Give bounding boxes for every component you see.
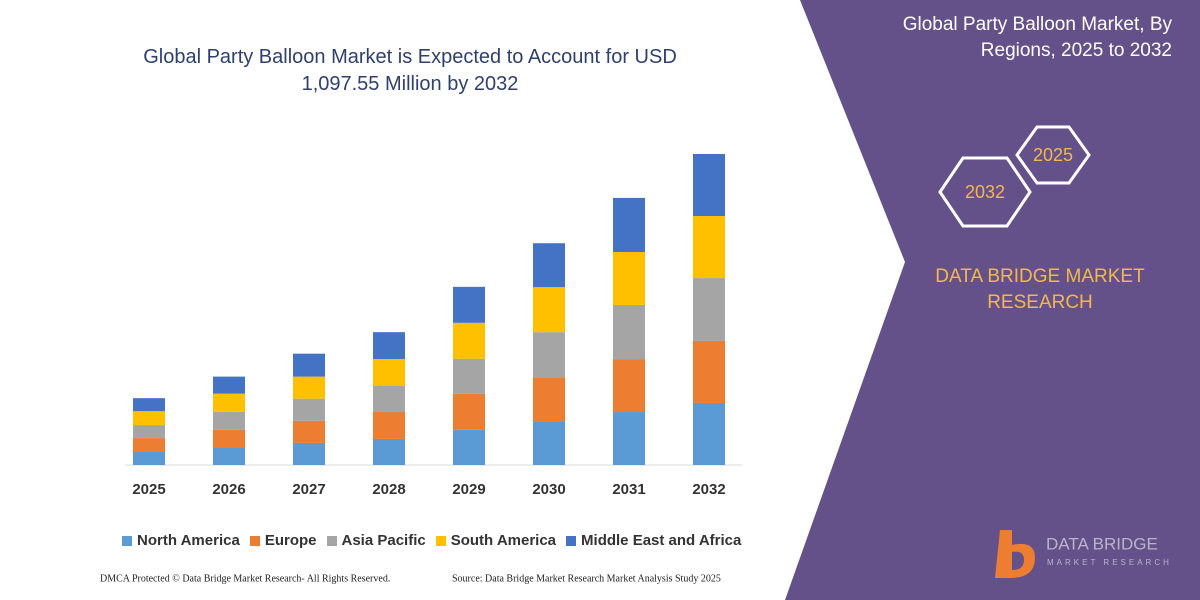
legend-swatch: [435, 535, 446, 546]
legend-label: Europe: [264, 532, 317, 549]
bar-segment: [293, 353, 325, 377]
legend-label: Asia Pacific: [341, 532, 426, 549]
bar-segment: [693, 154, 725, 217]
x-tick-label: 2031: [612, 481, 645, 498]
bar-segment: [693, 402, 725, 465]
bar-segment: [133, 425, 165, 439]
bar-segment: [693, 340, 725, 403]
bar-segment: [133, 438, 165, 452]
logo-mark: [1012, 551, 1024, 570]
bar-segment: [213, 411, 245, 430]
x-tick-label: 2026: [212, 481, 245, 498]
x-tick-label: 2032: [692, 481, 725, 498]
bar-segment: [373, 438, 405, 465]
hex-label: 2032: [965, 182, 1005, 202]
hex-label: 2025: [1033, 145, 1073, 165]
bar-segment: [533, 243, 565, 288]
legend-item: South America: [435, 532, 557, 549]
bar-segment: [453, 429, 485, 465]
legend-label: North America: [137, 532, 240, 549]
x-tick-label: 2027: [292, 481, 325, 498]
legend-item: Europe: [249, 532, 317, 549]
bar-segment: [693, 216, 725, 279]
bar-segment: [133, 398, 165, 412]
bar-segment: [533, 287, 565, 333]
bar-segment: [453, 286, 485, 323]
footer-left: DMCA Protected © Data Bridge Market Rese…: [100, 573, 390, 584]
legend-label: Middle East and Africa: [581, 532, 742, 549]
hexagon: [1015, 125, 1091, 185]
bar-segment: [213, 448, 245, 465]
bar-segment: [133, 451, 165, 465]
bar-segment: [293, 376, 325, 399]
bar-segment: [613, 197, 645, 253]
bar-segment: [213, 429, 245, 449]
x-tick-label: 2030: [532, 481, 565, 498]
bar-segment: [293, 420, 325, 443]
bar-segment: [533, 332, 565, 378]
legend: North America Europe Asia Pacific South Ame…: [122, 532, 741, 549]
bar-segment: [693, 278, 725, 341]
bar-segment: [453, 322, 485, 359]
bar-segment: [293, 398, 325, 421]
legend-item: North America: [122, 532, 240, 549]
legend-swatch: [326, 535, 337, 546]
bar-segment: [613, 252, 645, 305]
bar-segment: [373, 359, 405, 386]
x-tick-label: 2028: [372, 481, 405, 498]
legend-label: South America: [450, 532, 557, 549]
bar-segment: [213, 393, 245, 412]
bar-segment: [293, 442, 325, 465]
hexagon: [938, 156, 1032, 228]
bar-segment: [373, 412, 405, 439]
bar-segment: [613, 412, 645, 465]
bar-segment: [453, 393, 485, 430]
legend-item: Asia Pacific: [326, 532, 426, 549]
legend-swatch: [566, 535, 577, 546]
footer-right: Source: Data Bridge Market Research Mark…: [452, 573, 721, 584]
panel-title: Global Party Balloon Market, By Regions,…: [902, 14, 1172, 61]
logo-name: DATA BRIDGE: [1046, 534, 1158, 553]
legend-swatch: [249, 535, 260, 546]
bar-segment: [373, 385, 405, 413]
bar-segment: [613, 359, 645, 413]
bar-segment: [133, 411, 165, 426]
x-tick-label: 2025: [132, 481, 165, 498]
legend-swatch: [122, 535, 132, 546]
x-tick-label: 2029: [452, 481, 485, 498]
legend-item: Middle East and Africa: [566, 532, 741, 549]
logo-sub: MARKET RESEARCH: [1047, 558, 1172, 567]
bar-segment: [613, 304, 645, 360]
bar-segment: [453, 358, 485, 394]
bar-segment: [373, 332, 405, 360]
brand: DATA BRIDGE MARKET RESEARCH: [935, 266, 1145, 313]
bar-segment: [213, 376, 245, 394]
side-panel: [785, 0, 1200, 600]
bar-segment: [533, 421, 565, 465]
bar-segment: [533, 377, 565, 422]
chart-title: Global Party Balloon Market is Expected …: [143, 46, 677, 95]
